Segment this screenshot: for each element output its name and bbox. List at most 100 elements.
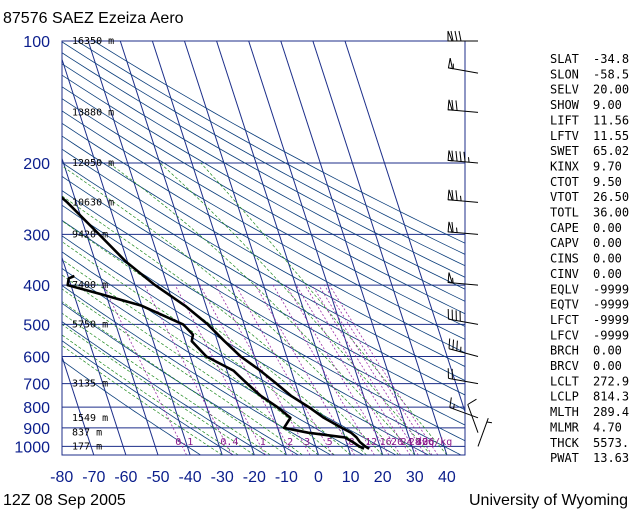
wind-barb-half <box>486 421 493 424</box>
source-label: University of Wyoming <box>469 492 628 509</box>
temperature-tick-label: -10 <box>275 469 298 486</box>
wind-barb-icon <box>477 418 493 447</box>
dry-adiabat-line <box>93 41 465 244</box>
isotherm-line <box>62 255 127 455</box>
dry-adiabat-line <box>62 162 465 396</box>
wind-barb-icon <box>447 57 479 74</box>
mixing-ratio-line <box>304 284 411 455</box>
dry-adiabat-line <box>62 74 465 302</box>
temperature-trace <box>62 195 370 450</box>
pressure-tick-label: 900 <box>23 421 50 438</box>
dry-adiabat-line <box>62 98 465 327</box>
dry-adiabat-line <box>62 135 465 367</box>
mixing-ratio-label: 20 <box>391 437 403 448</box>
dry-adiabat-line <box>62 148 465 381</box>
wind-barb-full <box>449 397 452 408</box>
temperature-tick-label: -30 <box>211 469 234 486</box>
height-label: 16350 m <box>72 36 114 47</box>
index-name: PWAT <box>550 451 579 465</box>
wind-barb-staff <box>477 418 489 447</box>
wind-barb-full <box>450 30 454 42</box>
height-label: 13880 m <box>72 107 114 118</box>
index-value: 13.63 <box>593 451 629 465</box>
index-value: -9999 <box>593 328 629 342</box>
index-value: 0.00 <box>593 236 622 250</box>
index-name: MLTH <box>550 405 579 419</box>
wind-barb-staff <box>448 231 479 235</box>
dry-adiabat-line <box>62 86 465 315</box>
mixing-ratio-label: 16 <box>380 437 392 448</box>
index-value: 11.55 <box>593 129 629 143</box>
wind-barb-half <box>452 277 454 283</box>
index-value: 9.50 <box>593 175 622 189</box>
moist-adiabat-line <box>62 165 400 455</box>
index-name: KINX <box>550 159 580 173</box>
wind-barb-staff <box>448 67 479 74</box>
index-value: 65.02 <box>593 144 629 158</box>
index-value: 0.00 <box>593 221 622 235</box>
wind-barb-full <box>455 100 458 111</box>
pressure-tick-label: 300 <box>23 227 50 244</box>
wind-barb-pennant <box>447 57 454 70</box>
wind-barb-full <box>458 30 462 42</box>
temperature-tick-label: 20 <box>374 469 392 486</box>
pressure-tick-label: 600 <box>23 349 50 366</box>
index-name: BRCH <box>550 344 579 358</box>
wind-barb-full <box>467 398 477 405</box>
pressure-tick-label: 500 <box>23 317 50 334</box>
dry-adiabat-line <box>62 110 465 340</box>
height-label: 1549 m <box>72 413 108 424</box>
index-name: SHOW <box>550 98 580 112</box>
index-name: EQTV <box>550 298 579 312</box>
index-name: THCK <box>550 436 580 450</box>
wind-barb-full <box>455 151 458 162</box>
mixing-ratio-label: 0.4 <box>220 437 238 448</box>
isotherm-line <box>62 355 95 455</box>
moist-adiabat-line <box>200 162 448 455</box>
index-value: 26.50 <box>593 190 629 204</box>
height-labels: 16350 m 13880 m 12050 m 10630 m 9420 m 7400 m… <box>72 36 114 452</box>
wind-barb-half <box>453 403 455 409</box>
temperature-tick-label: -60 <box>114 469 137 486</box>
index-name: BRCV <box>550 359 579 373</box>
moist-adiabat-line <box>159 162 432 455</box>
wind-barb-staff <box>448 159 479 164</box>
index-name: MLMR <box>550 420 580 434</box>
index-value: 814.3 <box>593 390 629 404</box>
wind-barb-full <box>454 30 458 42</box>
pressure-tick-label: 400 <box>23 278 50 295</box>
index-value: 272.9 <box>593 374 629 388</box>
mixing-ratio-label: 32 <box>416 437 428 448</box>
isotherm-line <box>62 57 191 455</box>
index-name: SLAT <box>550 52 579 66</box>
mixing-ratio-label: 36 <box>422 437 434 448</box>
index-value: 289.4 <box>593 405 629 419</box>
plot-frame <box>61 40 466 456</box>
temperature-axis: -80 -70 -60 -50 -40 -30 -20 -10 0 10 20 30 40 <box>50 469 456 486</box>
index-name: CINV <box>550 267 579 281</box>
wind-barb-half <box>467 157 470 163</box>
moist-adiabat-line <box>62 195 383 455</box>
height-label: 837 m <box>72 428 102 439</box>
mixing-ratio-line <box>285 284 390 455</box>
moist-adiabat-line <box>62 220 367 455</box>
sounding-traces <box>62 195 370 450</box>
mixing-ratio-line <box>329 284 439 455</box>
dry-adiabat-line <box>76 41 465 255</box>
mixing-ratio-line <box>318 284 426 455</box>
wind-barb-half <box>460 195 462 201</box>
temperature-tick-label: 10 <box>342 469 360 486</box>
dewpoint-trace <box>66 274 365 450</box>
mixing-ratio-label: 1 <box>260 437 266 448</box>
index-value: 5573. <box>593 436 629 450</box>
moist-adiabat-line <box>62 312 271 455</box>
index-value: -58.5 <box>593 67 629 81</box>
wind-barb-icon <box>447 30 478 42</box>
wind-barb-full <box>459 151 462 162</box>
index-name: CTOT <box>550 175 579 189</box>
wind-barb-staff <box>448 348 479 357</box>
stability-indices: SLAT -34.8 SLON -58.5 SELV 20.00 SHOW 9.00 LIFT 1… <box>550 52 629 465</box>
moist-adiabat-line <box>62 334 239 455</box>
isotherm-line <box>183 41 319 455</box>
